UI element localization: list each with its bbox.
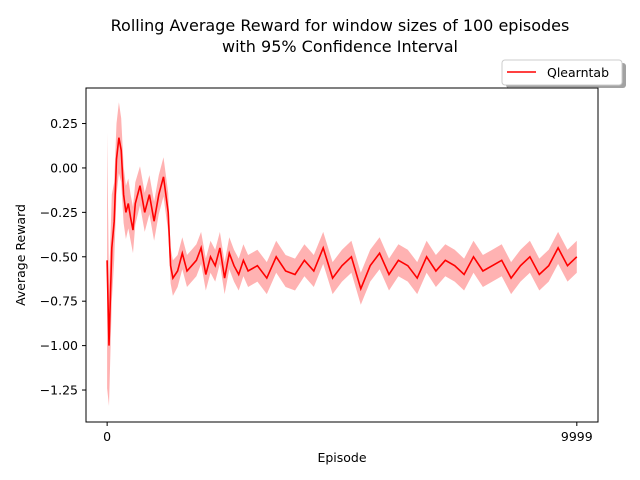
y-tick-label: −1.25 [40,383,78,398]
y-axis: 0.25 0.00 −0.25 −0.50 −0.75 −1.00 −1.25 [40,116,86,398]
y-axis-label: Average Reward [13,204,28,306]
y-tick-label: −0.75 [40,294,78,309]
y-tick-label: −0.50 [40,249,78,264]
chart-title-line-1: Rolling Average Reward for window sizes … [111,16,570,35]
y-tick-label: −1.00 [40,338,78,353]
chart-title-line-2: with 95% Confidence Interval [222,37,458,56]
x-tick-label: 9999 [561,429,593,444]
x-axis-label: Episode [317,450,366,465]
y-tick-label: 0.25 [50,116,78,131]
y-tick-label: 0.00 [50,160,78,175]
x-tick-label: 0 [103,429,111,444]
plot-area [106,102,578,406]
x-axis: 0 9999 [103,422,593,444]
plot-frame [85,87,599,423]
legend-box [501,59,623,86]
confidence-interval-band [107,102,577,406]
legend: Qlearntab [501,59,626,88]
legend-label-qlearntab: Qlearntab [547,65,609,80]
series-line-qlearntab [106,137,578,346]
y-tick-label: −0.25 [40,205,78,220]
